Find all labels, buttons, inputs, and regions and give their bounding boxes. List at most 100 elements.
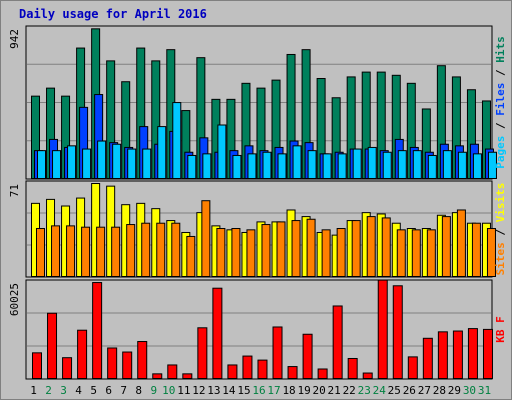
kb-f-bar [152,373,163,380]
x-tick-label: 5 [90,384,97,397]
sites-bar [171,222,181,277]
x-tick-label: 21 [328,384,341,397]
pages-bar [67,145,77,180]
x-tick-label: 6 [105,384,112,397]
y-max-label: 60025 [8,283,21,316]
x-tick-label: 28 [433,384,446,397]
pages-bar [442,150,452,180]
kb-f-bar [482,328,493,379]
legend-sites: Sites [494,242,507,275]
x-tick-label: 8 [135,384,142,397]
sites-bar [111,226,121,277]
panel-kbytes: 60025 KB F [8,279,507,380]
pages-bar [487,151,497,179]
sites-bar [396,229,406,277]
x-tick-label: 3 [60,384,67,397]
kb-f-bar [242,355,253,379]
kb-f-bar [92,282,103,380]
pages-bar [427,154,437,179]
legend-label: Sites / Visits [494,183,507,276]
x-tick-label: 30 [463,384,476,397]
sites-bar [351,220,361,277]
sites-bar [456,209,466,277]
sites-bar [336,228,346,277]
sites-bar [216,228,226,277]
kb-f-bar [407,356,418,380]
x-tick-label: 27 [418,384,431,397]
x-tick-label: 29 [448,384,461,397]
kb-f-bar [257,359,268,380]
sites-bar [441,216,451,277]
pages-bar [232,154,242,179]
pages-bar [277,153,287,180]
sites-bar [261,224,271,277]
pages-bar [127,148,137,179]
x-tick-label: 26 [403,384,416,397]
panel-visits-sites: 71 Sites / Visits [8,180,507,278]
legend-kb-f: KB F [494,316,507,343]
pages-bar [247,153,257,180]
legend-separator: / [494,116,507,136]
sites-bar [471,222,481,277]
legend-pages: Pages [494,136,507,169]
sites-bar [426,229,436,277]
pages-bar [172,102,182,179]
x-tick-label: 16 [252,384,265,397]
pages-bar [187,154,197,179]
pages-bar [367,146,377,179]
sites-bar [411,229,421,277]
x-tick-label: 7 [120,384,127,397]
kb-f-bar [77,329,88,379]
sites-bar [381,217,391,277]
y-max-label: 71 [8,184,21,197]
sites-bar [36,228,45,277]
kb-f-bar [272,326,283,380]
kb-f-bar [362,372,373,380]
sites-bar [156,222,166,277]
pages-bar [337,153,347,180]
sites-bar [51,225,61,277]
legend-visits: Visits [494,183,507,223]
x-axis: 1 2 3 4 5 6 7 8 9 10 11 12 13 14 15 16 17 18 19 20 21 22 23 24 2… [30,384,491,397]
x-tick-label: 19 [297,384,310,397]
sites-bar [96,226,106,277]
legend-label: KB F [494,316,507,343]
sites-bar [186,235,196,278]
x-tick-label: 17 [267,384,280,397]
kb-f-bar [47,312,58,379]
sites-bar [306,218,316,277]
pages-bar [97,140,107,179]
sites-bar [246,229,256,277]
x-tick-label: 20 [313,384,326,397]
kb-f-bar [377,279,388,380]
x-tick-label: 25 [388,384,401,397]
kb-f-bar [347,357,358,380]
x-tick-label: 13 [207,384,220,397]
pages-bar [397,150,407,180]
kb-f-bar [197,327,208,379]
pages-bar [142,148,152,179]
kb-f-bar [302,333,313,380]
kb-f-bar [392,285,403,380]
kb-f-bar [317,368,328,379]
sites-bar [486,228,496,277]
kb-f-bar [422,337,433,380]
x-tick-label: 22 [343,384,356,397]
x-tick-label: 4 [75,384,82,397]
pages-bar [157,126,167,180]
kb-f-bar [107,347,118,379]
x-tick-label: 23 [358,384,371,397]
x-tick-label: 2 [45,384,52,397]
pages-bar [352,148,362,179]
sites-bar [276,221,286,277]
x-tick-label: 18 [282,384,295,397]
legend-files: Files [494,83,507,116]
chart-title: Daily usage for April 2016 [19,7,207,21]
kb-f-bar [287,366,298,379]
pages-bar [262,151,272,179]
kb-f-bar [137,341,148,380]
legend-hits: Hits [494,36,507,63]
pages-bar [217,124,227,179]
